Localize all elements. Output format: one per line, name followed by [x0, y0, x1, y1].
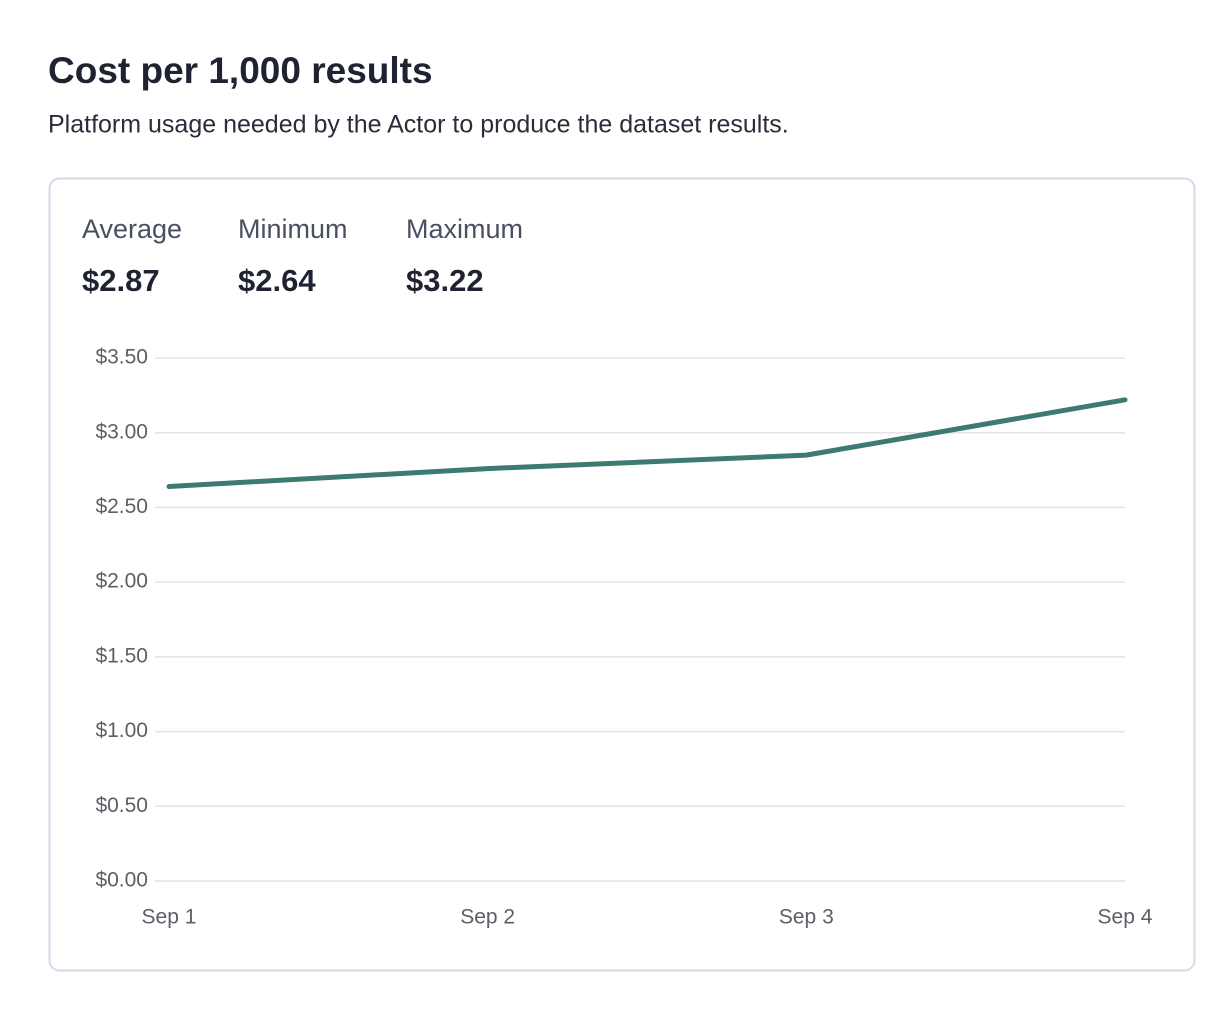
chart-card — [48, 177, 1196, 972]
y-tick-label: $3.00 — [95, 420, 148, 443]
y-tick-label: $1.50 — [95, 644, 148, 667]
y-tick-label: $1.00 — [95, 719, 148, 742]
y-tick-label: $2.50 — [95, 495, 148, 518]
x-tick-label: Sep 4 — [1098, 906, 1153, 929]
x-tick-label: Sep 2 — [460, 906, 515, 929]
y-tick-label: $0.00 — [95, 869, 148, 892]
y-tick-label: $0.50 — [95, 794, 148, 817]
subtitle: Platform usage needed by the Actor to pr… — [48, 111, 789, 139]
stat-value: $3.22 — [406, 263, 484, 298]
stat-label: Average — [82, 214, 182, 244]
x-tick-label: Sep 3 — [779, 906, 834, 929]
y-tick-label: $2.00 — [95, 570, 148, 593]
y-tick-label: $3.50 — [95, 346, 148, 369]
stat-label: Maximum — [406, 214, 523, 244]
stat-value: $2.64 — [238, 263, 316, 298]
stat-value: $2.87 — [82, 263, 160, 298]
x-tick-label: Sep 1 — [142, 906, 197, 929]
stat-label: Minimum — [238, 214, 348, 244]
title: Cost per 1,000 results — [48, 50, 433, 91]
data-line — [166, 397, 1128, 490]
